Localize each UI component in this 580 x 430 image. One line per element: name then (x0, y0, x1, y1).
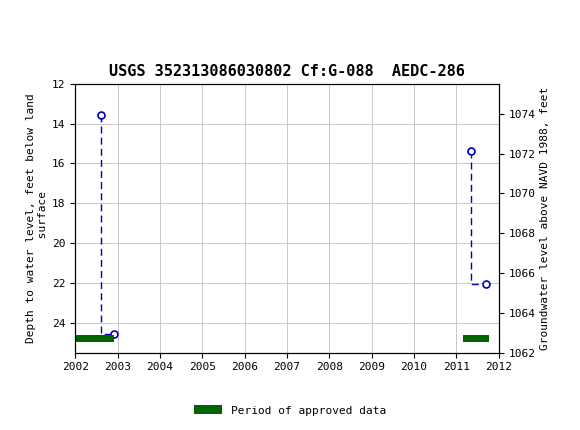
Y-axis label: Groundwater level above NAVD 1988, feet: Groundwater level above NAVD 1988, feet (539, 86, 550, 350)
Bar (75, 335, 114, 342)
Text: ≡: ≡ (8, 9, 28, 32)
Legend: Period of approved data: Period of approved data (190, 401, 390, 420)
Y-axis label: Depth to water level, feet below land
 surface: Depth to water level, feet below land su… (27, 93, 48, 343)
Bar (463, 335, 489, 342)
Text: USGS: USGS (41, 12, 96, 29)
Title: USGS 352313086030802 Cf:G-088  AEDC-286: USGS 352313086030802 Cf:G-088 AEDC-286 (109, 64, 465, 79)
